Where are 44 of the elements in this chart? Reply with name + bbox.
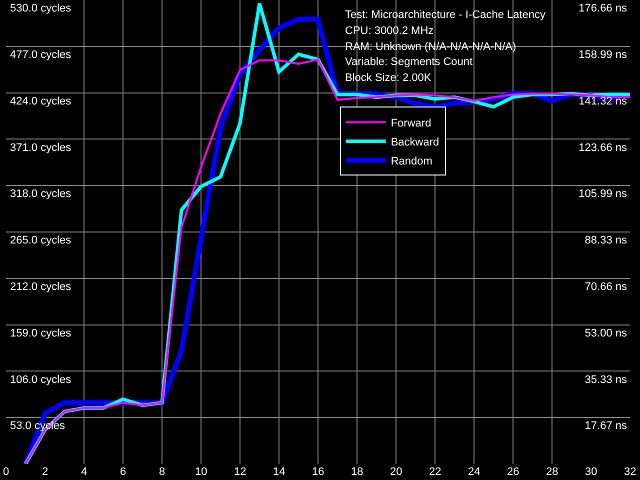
- y2-tick-label: 70.66 ns: [584, 280, 628, 293]
- y2-tick-label: 17.67 ns: [584, 420, 628, 432]
- y2-tick-label: 88.33 ns: [584, 234, 628, 247]
- x-tick-label: 16: [312, 466, 324, 478]
- x-tick-label: 18: [351, 466, 364, 478]
- y2-tick-label: 35.33 ns: [584, 374, 628, 386]
- y-tick-label: 371.0 cycles: [10, 142, 72, 154]
- x-tick-label: 6: [120, 466, 126, 478]
- y-tick-label: 424.0 cycles: [10, 95, 72, 108]
- x-tick-label: 12: [234, 466, 246, 478]
- x-tick-label: 2: [42, 466, 48, 478]
- y-tick-label: 477.0 cycles: [10, 48, 72, 61]
- legend-label: Random: [390, 156, 432, 168]
- legend-label: Forward: [390, 118, 432, 130]
- annotation: Variable: Segments Count: [345, 56, 473, 68]
- y-tick-label: 212.0 cycles: [10, 280, 72, 293]
- x-tick-label: 32: [624, 466, 636, 478]
- y2-tick-label: 123.66 ns: [578, 142, 628, 154]
- annotation: CPU: 3000.2 MHz: [345, 25, 434, 37]
- x-tick-label: 26: [507, 466, 520, 478]
- y-tick-label: 265.0 cycles: [10, 234, 72, 247]
- x-tick-label: 28: [546, 466, 558, 478]
- y-tick-label: 106.0 cycles: [10, 374, 72, 386]
- x-tick-label: 4: [81, 466, 88, 478]
- x-tick-label: 10: [195, 466, 208, 478]
- y-tick-label: 318.0 cycles: [10, 188, 72, 200]
- y2-tick-label: 105.99 ns: [578, 188, 628, 200]
- y2-tick-label: 141.32 ns: [578, 95, 628, 108]
- x-tick-label: 14: [273, 466, 286, 478]
- x-tick-label: 22: [429, 466, 442, 478]
- annotation: Test: Microarchitecture - I-Cache Latency: [345, 9, 546, 21]
- x-tick-label: 20: [390, 466, 402, 478]
- x-tick-label: 8: [159, 466, 166, 478]
- legend-label: Backward: [390, 136, 440, 149]
- y-tick-label: 159.0 cycles: [10, 327, 72, 340]
- x-tick-label: 24: [468, 466, 480, 478]
- y2-tick-label: 53.00 ns: [584, 327, 628, 340]
- y2-tick-label: 176.66 ns: [578, 2, 628, 15]
- y-tick-label: 530.0 cycles: [10, 2, 72, 15]
- x-tick-label: 30: [585, 466, 598, 478]
- x-tick-label: 0: [3, 466, 10, 478]
- annotation: Block Size: 2.00K: [345, 72, 432, 84]
- annotation: RAM: Unknown (N/A-N/A-N/A-N/A): [345, 41, 516, 53]
- y2-tick-label: 158.99 ns: [578, 48, 628, 61]
